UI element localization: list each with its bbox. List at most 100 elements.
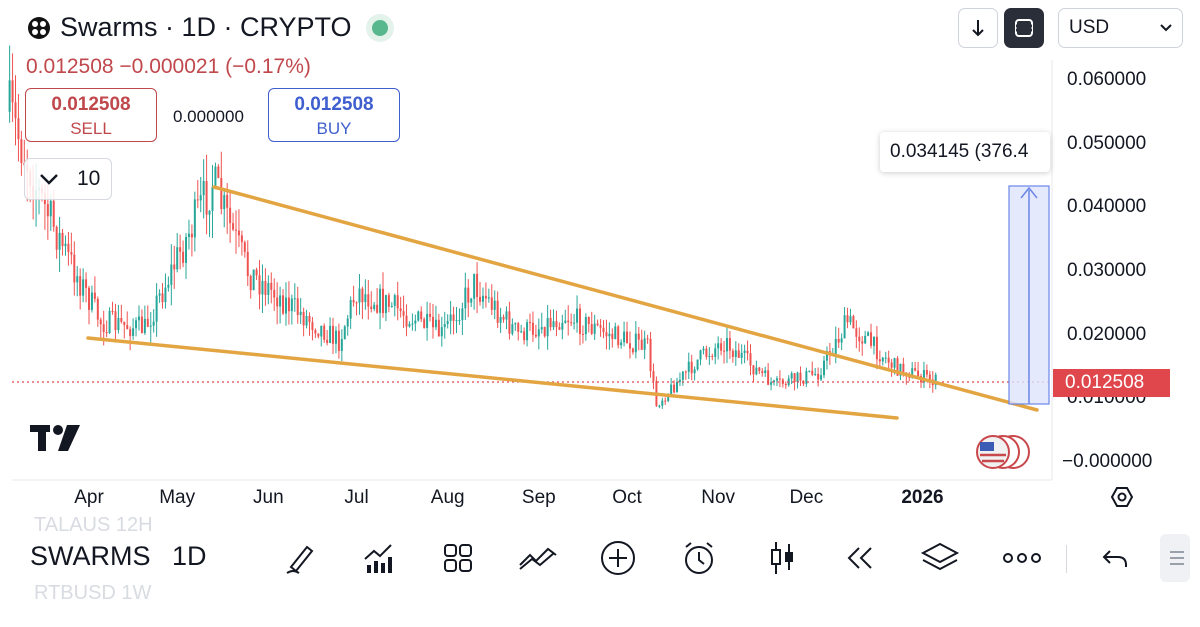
candle-body [526,322,529,341]
sell-button[interactable]: 0.012508 SELL [25,88,157,142]
candle-body [743,350,746,353]
trend-lines-icon[interactable] [518,540,558,576]
candle-body [605,332,608,337]
candle-body [705,348,708,357]
candle-body [390,305,393,307]
candle-body [11,80,14,103]
sell-label: SELL [70,119,112,138]
layout-grid-icon[interactable] [438,540,478,576]
candle-body [243,242,246,252]
drag-handle-icon[interactable] [1160,534,1190,582]
pencil-icon[interactable] [280,540,320,576]
trendline-lower[interactable] [86,336,899,420]
candle-body [599,325,602,328]
candle-body [93,292,96,299]
candle-body [287,297,290,312]
candle-body [849,316,852,323]
candle-body [758,367,761,372]
fullscreen-button[interactable] [1004,8,1044,48]
more-icon[interactable] [1000,540,1044,576]
candle-body [564,320,567,323]
candle-body [17,118,20,140]
layers-icon[interactable] [920,540,960,576]
x-tick-label: Jul [344,487,369,508]
candle-body [399,308,402,312]
candle-body [805,371,808,384]
candle-body [487,297,490,299]
candle-body [670,384,673,394]
candle-body [411,323,414,325]
candle-body [546,317,549,337]
candle-body [293,298,296,300]
candle-body [793,373,796,382]
candle-body [220,178,223,210]
candle-body [202,181,205,196]
candle-body [534,334,537,337]
flag-icon[interactable] [976,435,1030,469]
candle-body [205,181,208,215]
bottom-symbol[interactable]: SWARMS [30,541,151,571]
chart-stats-icon[interactable] [358,540,398,576]
interval-dropdown[interactable]: 10 [24,158,112,200]
candle-body [132,328,135,336]
candle-body [443,324,446,328]
candle-body [523,331,526,341]
settings-hex-icon[interactable] [1110,487,1134,507]
candle-body [543,327,546,337]
candle-body [49,200,52,217]
currency-select[interactable]: USD [1058,8,1183,48]
x-tick-label: Dec [789,487,824,508]
candle-body [702,348,705,351]
candle-body [661,400,664,406]
download-button[interactable] [958,8,998,48]
candle-body [417,311,420,321]
candle-body [426,313,429,328]
candle-body [143,318,146,334]
candle-body [631,348,634,353]
candle-body [258,275,261,295]
rewind-icon[interactable] [840,540,880,576]
candle-body [308,315,311,323]
candle-body [825,350,828,361]
candle-body [799,372,802,381]
candle-body [408,323,411,327]
trendline-upper[interactable] [212,185,1039,412]
candle-body [684,371,687,373]
undo-icon[interactable] [1095,540,1135,576]
candle-body [455,320,458,322]
candle-body [637,333,640,340]
candle-body [678,379,681,383]
candle-body [840,338,843,343]
bottom-timeframe[interactable]: 1D [172,541,207,571]
x-tick-label: 2026 [901,487,944,508]
candle-body [752,365,755,375]
buy-button[interactable]: 0.012508 BUY [268,88,400,142]
candle-body [508,311,511,334]
candle-body [870,332,873,346]
candle-body [667,393,670,401]
candle-body [211,186,214,211]
candles-icon[interactable] [762,540,802,576]
symbol-title[interactable]: Swarms · 1D · CRYPTO [60,12,352,42]
candle-body [740,352,743,358]
candle-body [628,343,631,349]
candle-body [690,361,693,374]
candle-body [208,210,211,215]
candle-body [611,333,614,340]
candle-body [837,338,840,343]
plus-circle-icon[interactable] [598,540,638,576]
candle-body [170,264,173,285]
candle-body [820,375,823,380]
candle-body [643,338,646,350]
alarm-clock-icon[interactable] [679,540,719,576]
candle-body [502,316,505,320]
candle-body [240,235,243,243]
candle-body [867,332,870,336]
candle-body [20,139,23,164]
candle-body [82,279,85,296]
candle-body [376,304,379,313]
candle-body [52,200,55,227]
candle-body [290,298,293,312]
candle-body [623,331,626,343]
